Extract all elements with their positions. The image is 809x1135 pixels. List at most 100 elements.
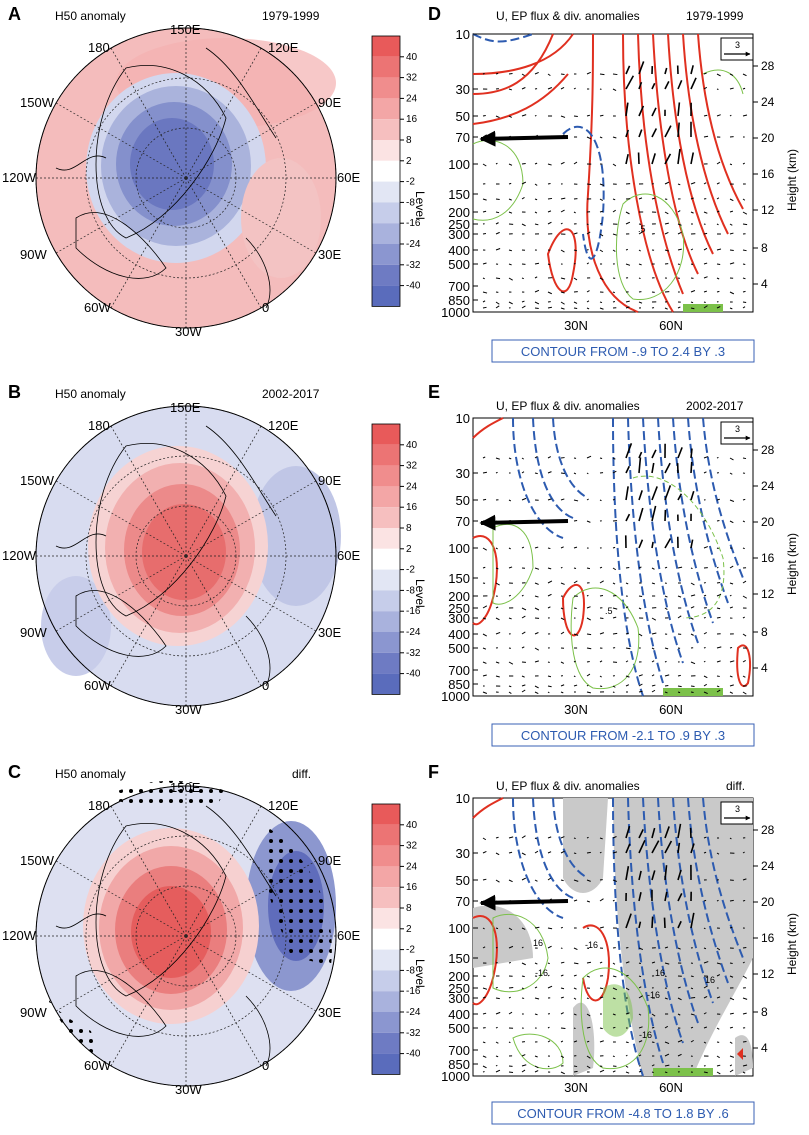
ep-flux-vector [587, 595, 588, 596]
colorbar-tick: -16 [406, 606, 421, 617]
colorbar-tick: 40 [406, 52, 418, 63]
contour-note: CONTOUR FROM -.9 TO 2.4 BY .3 [521, 344, 725, 359]
lon-label: 120E [268, 798, 299, 813]
colorbar-tick: -2 [406, 945, 415, 956]
ep-flux-vector [613, 547, 615, 548]
pressure-tick: 400 [448, 1007, 470, 1022]
contour-label: -16 [585, 940, 598, 950]
height-tick: 24 [761, 859, 775, 873]
colorbar-tick: -32 [406, 260, 421, 271]
colorbar-swatch [372, 846, 400, 867]
ep-flux-vector [483, 567, 485, 568]
contour-note: CONTOUR FROM -4.8 TO 1.8 BY .6 [517, 1106, 728, 1121]
ep-flux-vector [704, 900, 706, 901]
colorbar-tick: -40 [406, 281, 421, 292]
ep-flux-vector [717, 548, 719, 549]
ep-flux-vector [639, 963, 641, 964]
map-title: H50 anomaly [55, 767, 126, 781]
ep-flux-vector [691, 997, 695, 998]
colorbar-tick: -32 [406, 648, 421, 659]
map-disc [36, 781, 336, 1086]
pressure-tick: 10 [456, 411, 470, 426]
x-tick: 60N [659, 318, 683, 333]
height-tick: 8 [761, 625, 768, 639]
colorbar-tick: 32 [406, 73, 418, 84]
lon-label: 150E [170, 22, 201, 37]
ep-flux-vector [600, 988, 603, 989]
lon-label: 150W [20, 95, 55, 110]
ep-flux-vector [561, 74, 565, 75]
contour-note-box: CONTOUR FROM -4.8 TO 1.8 BY .6 [492, 1102, 754, 1124]
pressure-tick: 150 [448, 571, 470, 586]
ep-flux-vector [626, 947, 628, 948]
lon-label: 150W [20, 853, 55, 868]
ep-flux-vector [704, 1072, 708, 1073]
ep-flux-vector [496, 73, 498, 74]
ep-flux-vector [717, 520, 719, 521]
colorbar-swatch [372, 825, 400, 846]
colorbar-swatch [372, 486, 400, 507]
colorbar-swatch [372, 804, 400, 825]
pressure-tick: 1000 [441, 689, 470, 704]
pressure-tick: 50 [456, 873, 470, 888]
ep-flux-vector [717, 291, 719, 292]
ep-flux-vector [483, 307, 487, 308]
ep-flux-vector [481, 901, 568, 903]
colorbar-tick: 2 [406, 156, 412, 167]
ep-flux-vector [483, 233, 486, 234]
contour-label: -16 [639, 1030, 652, 1040]
height-tick: 28 [761, 443, 775, 457]
map-disc [36, 28, 336, 328]
colorbar-swatch [372, 970, 400, 991]
ep-flux-vector [509, 962, 511, 963]
colorbar-swatch [372, 1012, 400, 1033]
ep-flux-vector [626, 1042, 629, 1043]
ep-flux-vector [522, 976, 525, 977]
lon-label: 30W [175, 1082, 202, 1097]
ep-flux-vector [587, 837, 589, 838]
lon-label: 90W [20, 1005, 47, 1020]
ep-flux-vector [639, 596, 642, 597]
colorbar-tick: -32 [406, 1028, 421, 1039]
pressure-tick: 300 [448, 991, 470, 1006]
y-right-label: Height (km) [785, 913, 799, 975]
colorbar-swatch [372, 632, 400, 653]
ep-flux-vector [730, 647, 732, 648]
colorbar-swatch [372, 182, 400, 203]
map-title: H50 anomaly [55, 387, 126, 401]
ep-flux-vector [600, 595, 603, 596]
pressure-tick: 500 [448, 641, 470, 656]
pressure-tick: 30 [456, 846, 470, 861]
colorbar-tick: -24 [406, 239, 421, 250]
section-title: U, EP flux & div. anomalies [496, 9, 640, 23]
colorbar-tick: -16 [406, 986, 421, 997]
contour-note: CONTOUR FROM -2.1 TO .9 BY .3 [521, 728, 725, 743]
ep-flux-vector [522, 163, 526, 164]
ep-flux-vector [665, 1072, 667, 1073]
ep-flux-vector [509, 183, 511, 184]
colorbar-swatch [372, 265, 400, 286]
height-tick: 16 [761, 551, 775, 565]
ep-flux-vector [717, 264, 720, 265]
colorbar-tick: 2 [406, 544, 412, 555]
height-tick: 12 [761, 967, 775, 981]
lon-label: 120E [268, 418, 299, 433]
pressure-tick: 100 [448, 157, 470, 172]
colorbar-tick: 24 [406, 481, 418, 492]
colorbar-swatch [372, 161, 400, 182]
ep-flux-vector [481, 521, 568, 523]
ep-flux-vector [743, 250, 747, 251]
ep-flux-vector [574, 263, 575, 264]
ep-flux-vector [652, 1027, 654, 1028]
panel-b-map: B H50 anomaly 2002-2017 150E 120E 90E 60… [2, 382, 427, 717]
pressure-tick: 700 [448, 1043, 470, 1058]
ep-flux-vector [717, 89, 718, 90]
ep-flux-vector [509, 595, 511, 596]
ep-flux-vector [496, 928, 498, 929]
ep-flux-vector [743, 499, 745, 500]
ep-flux-vector [613, 1056, 615, 1057]
pressure-tick: 30 [456, 466, 470, 481]
ep-flux-vector [561, 880, 564, 881]
